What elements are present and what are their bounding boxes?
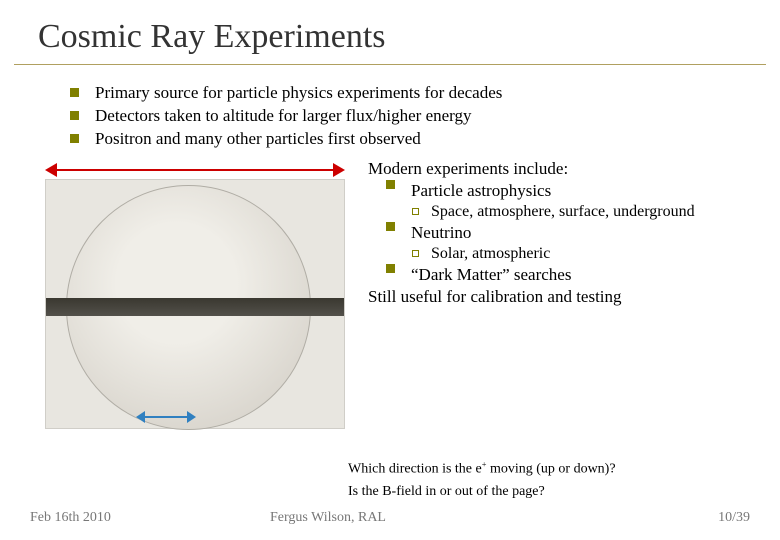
hollow-square-bullet-icon <box>412 250 419 257</box>
list-item: “Dark Matter” searches <box>386 265 780 285</box>
right-text-column: Modern experiments include: Particle ast… <box>340 157 780 429</box>
hollow-square-bullet-icon <box>412 208 419 215</box>
arrow-shaft <box>144 416 188 418</box>
bullet-text: Space, atmosphere, surface, underground <box>431 203 695 221</box>
list-item: Neutrino <box>386 223 780 243</box>
bullet-text: Particle astrophysics <box>411 181 551 201</box>
cloud-chamber-image <box>45 179 345 429</box>
square-bullet-icon <box>386 222 395 231</box>
scale-arrow <box>45 163 345 177</box>
question-block: Which direction is the e+ moving (up or … <box>348 460 616 506</box>
square-bullet-icon <box>70 111 79 120</box>
question-1: Which direction is the e+ moving (up or … <box>348 460 616 478</box>
footer-author: Fergus Wilson, RAL <box>270 510 386 526</box>
square-bullet-icon <box>386 264 395 273</box>
top-bullet-list: Primary source for particle physics expe… <box>70 83 780 149</box>
square-bullet-icon <box>70 88 79 97</box>
q1-post: moving (up or down)? <box>486 462 615 477</box>
intro-text: Modern experiments include: <box>368 159 780 179</box>
list-item: Detectors taken to altitude for larger f… <box>70 106 780 126</box>
track-arrow <box>136 410 196 424</box>
bullet-text: Neutrino <box>411 223 471 243</box>
bullet-text: Primary source for particle physics expe… <box>95 83 502 103</box>
bullet-text: Solar, atmospheric <box>431 245 550 263</box>
arrow-right-icon <box>333 163 345 177</box>
bullet-text: “Dark Matter” searches <box>411 265 571 285</box>
slide-title: Cosmic Ray Experiments <box>0 0 780 64</box>
outro-text: Still useful for calibration and testing <box>368 287 780 307</box>
bullet-text: Positron and many other particles first … <box>95 129 421 149</box>
footer-page-number: 10/39 <box>718 510 750 526</box>
list-item: Positron and many other particles first … <box>70 129 780 149</box>
list-item: Space, atmosphere, surface, underground <box>412 203 780 221</box>
list-item: Particle astrophysics <box>386 181 780 201</box>
figure-column: 6 cm <box>0 157 340 429</box>
title-underline <box>14 64 766 65</box>
chamber-plate <box>46 298 344 316</box>
list-item: Solar, atmospheric <box>412 245 780 263</box>
footer-date: Feb 16th 2010 <box>30 510 111 526</box>
question-2: Is the B-field in or out of the page? <box>348 484 616 500</box>
q1-pre: Which direction is the e <box>348 462 482 477</box>
list-item: Primary source for particle physics expe… <box>70 83 780 103</box>
arrow-shaft <box>55 169 335 171</box>
square-bullet-icon <box>70 134 79 143</box>
arrow-right-icon <box>187 411 196 423</box>
square-bullet-icon <box>386 180 395 189</box>
bullet-text: Detectors taken to altitude for larger f… <box>95 106 472 126</box>
content-row: 6 cm Modern experiments include: Particl… <box>0 157 780 429</box>
